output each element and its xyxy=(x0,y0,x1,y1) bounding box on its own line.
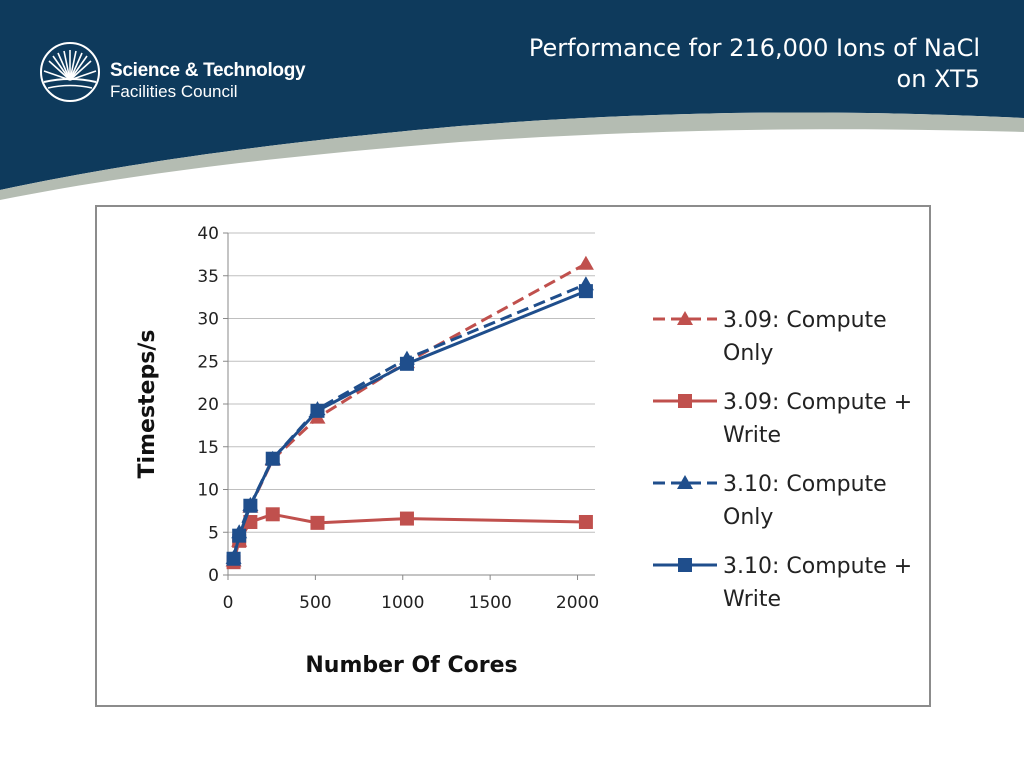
header-navy-band xyxy=(0,0,1024,190)
line-chart: 0 5 10 15 20 25 30 35 40 0 500 1000 1500 2000 Number O… xyxy=(135,224,912,678)
x-axis-label: Number Of Cores xyxy=(305,653,517,678)
y-tick-label: 5 xyxy=(208,523,219,543)
x-tick-label: 1500 xyxy=(469,593,512,613)
y-tick-label: 10 xyxy=(197,481,219,501)
sunburst-logo-icon xyxy=(40,42,100,102)
y-tick-label: 40 xyxy=(197,224,219,244)
x-tick-label: 500 xyxy=(299,593,331,613)
chart-frame: 0 5 10 15 20 25 30 35 40 0 500 1000 1500 2000 Number O… xyxy=(95,205,931,707)
y-tick-label: 20 xyxy=(197,395,219,415)
logo-name-line2: Facilities Council xyxy=(110,82,238,101)
series-4-point xyxy=(578,284,593,299)
header-background xyxy=(0,0,1024,200)
series-2-point xyxy=(265,507,280,522)
y-axis-label: Timesteps/s xyxy=(135,330,160,479)
series-4-point xyxy=(232,528,247,543)
legend-label-4: Write xyxy=(723,587,781,612)
series-4-point xyxy=(310,403,325,418)
legend-label-3: Only xyxy=(723,505,773,530)
y-tick-label: 25 xyxy=(197,352,219,372)
y-tick-label: 35 xyxy=(197,267,219,287)
legend-label-3: 3.10: Compute xyxy=(723,472,887,497)
legend-label-1: Only xyxy=(723,341,773,366)
legend-label-4: 3.10: Compute + xyxy=(723,554,912,579)
x-tick-label: 1000 xyxy=(381,593,424,613)
slide-title: Performance for 216,000 Ions of NaCl on … xyxy=(420,33,980,95)
series-2-point xyxy=(578,514,593,529)
legend-marker-3 xyxy=(677,475,693,489)
legend-marker-4 xyxy=(678,558,692,572)
legend-marker-1 xyxy=(677,311,693,325)
series-2-point xyxy=(399,511,414,526)
series-2-point xyxy=(310,515,325,530)
series-4-point xyxy=(399,356,414,371)
y-tick-label: 30 xyxy=(197,310,219,330)
series-4-point xyxy=(226,551,241,566)
series-1-point xyxy=(577,255,594,270)
legend-label-2: Write xyxy=(723,423,781,448)
logo-name-line1: Science & Technology xyxy=(110,60,306,81)
series-4-point xyxy=(265,451,280,466)
legend-label-2: 3.09: Compute + xyxy=(723,390,912,415)
y-tick-label: 0 xyxy=(208,566,219,586)
slide-title-line2: on XT5 xyxy=(896,65,980,93)
legend-label-1: 3.09: Compute xyxy=(723,308,887,333)
header-swoosh xyxy=(0,112,1024,200)
x-tick-label: 0 xyxy=(223,593,234,613)
slide-header: Science & Technology Facilities Council … xyxy=(0,0,1024,200)
stfc-logo: Science & Technology Facilities Council xyxy=(38,38,338,108)
slide-title-line1: Performance for 216,000 Ions of NaCl xyxy=(528,34,980,62)
legend-marker-2 xyxy=(678,394,692,408)
series-4-point xyxy=(243,498,258,513)
x-tick-label: 2000 xyxy=(556,593,599,613)
y-tick-label: 15 xyxy=(197,438,219,458)
